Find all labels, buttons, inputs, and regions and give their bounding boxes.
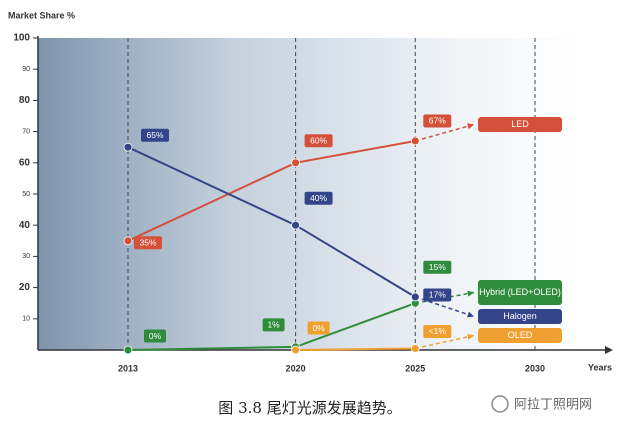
x-tick-label: 2020 [286, 363, 306, 373]
y-tick-label: 20 [19, 282, 31, 293]
y-tick-label: 50 [22, 191, 30, 198]
value-label: 35% [139, 238, 156, 248]
y-tick-label: 10 [22, 316, 30, 323]
x-axis-arrow [605, 346, 613, 354]
legend-label: Halogen [478, 309, 562, 324]
data-point [123, 345, 133, 355]
value-label-box [423, 114, 452, 128]
value-label-box [262, 318, 285, 332]
value-label-box [134, 236, 162, 250]
watermark-icon [491, 395, 509, 413]
watermark: 阿拉丁照明网 [514, 398, 592, 413]
value-label: <1% [429, 326, 447, 336]
data-point [291, 158, 300, 168]
y-tick-label: 70 [22, 128, 30, 135]
value-label: 15% [429, 262, 446, 272]
legend-label: LED [478, 117, 562, 132]
value-label: 1% [267, 320, 280, 330]
value-label-box [423, 288, 452, 302]
y-tick-label: 30 [22, 253, 30, 260]
value-label-box [141, 128, 169, 142]
x-axis-label: Years [588, 362, 612, 372]
y-tick-label: 80 [19, 95, 31, 106]
value-label-box [144, 329, 166, 343]
value-label: 60% [310, 136, 327, 146]
data-point [410, 292, 420, 302]
trend-arrow [415, 334, 475, 350]
value-label-box [304, 191, 333, 205]
value-label: 0% [312, 323, 325, 333]
trend-arrow-head [467, 123, 474, 130]
x-tick-label: 2025 [405, 363, 425, 373]
value-label: 65% [146, 130, 163, 140]
data-point [410, 136, 420, 146]
value-label-box [307, 321, 330, 335]
data-point [123, 142, 133, 152]
trend-arrow [415, 123, 475, 142]
y-tick-label: 100 [13, 33, 30, 44]
caption: 图 3.8 尾灯光源发展趋势。 [218, 399, 401, 417]
x-tick-label: 2030 [525, 363, 545, 373]
y-tick-label: 90 [22, 66, 30, 73]
data-point [291, 345, 300, 355]
data-point [410, 344, 420, 353]
series-line [295, 347, 416, 351]
trend-arrow-head [467, 311, 474, 318]
value-label: 17% [429, 290, 446, 300]
value-label-box [423, 260, 452, 274]
value-label: 0% [149, 331, 162, 341]
x-tick-label: 2013 [118, 363, 138, 373]
value-label: 67% [429, 116, 446, 126]
trend-arrow-head [467, 333, 474, 340]
value-label-box [423, 324, 452, 338]
y-tick-label: 60 [19, 157, 31, 168]
y-tick-label: 40 [19, 220, 31, 231]
data-point [291, 220, 300, 230]
trend-arrow-head [467, 290, 474, 297]
y-axis-label: Market Share % [8, 10, 75, 20]
data-point [123, 236, 133, 246]
value-label: 40% [310, 193, 327, 203]
legend-label: Hybrid (LED+OLED) [478, 280, 562, 305]
value-label-box [304, 134, 333, 148]
legend-label: OLED [478, 328, 562, 343]
